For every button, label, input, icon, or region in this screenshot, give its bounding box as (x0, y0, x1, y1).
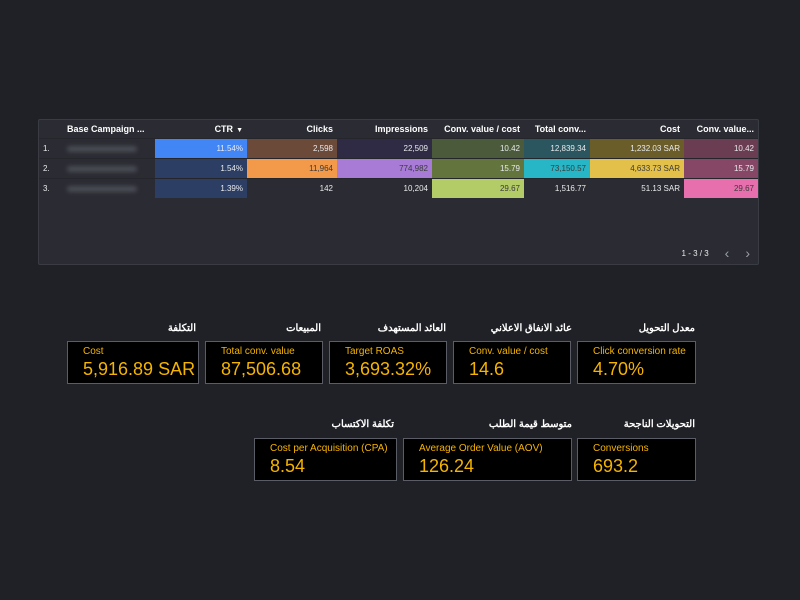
arabic-label-cpa: تكلفة الاكتساب (331, 419, 394, 430)
clicks-cell: 2,598 (247, 138, 337, 159)
arabic-label-target-roas: العائد المستهدف (377, 323, 446, 334)
campaign-name-cell-redacted (63, 178, 155, 198)
impressions-cell: 774,982 (337, 158, 432, 179)
conv-value-cost-cell: 10.42 (432, 138, 524, 159)
scorecard-title: Conv. value / cost (469, 346, 548, 357)
column-header-ctr[interactable]: CTR ▼ (155, 120, 247, 139)
clicks-cell: 142 (247, 178, 337, 198)
column-header-impressions[interactable]: Impressions (374, 124, 428, 134)
table-row[interactable]: 3. 1.39% 142 10,204 29.67 1,516.77 51.13 SAR 29… (39, 178, 758, 198)
arabic-label-aov: متوسط قيمة الطلب (488, 419, 572, 430)
column-header-ctr-label: CTR (214, 124, 234, 134)
sort-descending-icon: ▼ (236, 127, 243, 134)
row-number: 3. (39, 178, 63, 198)
previous-page-icon[interactable]: ‹ (724, 245, 730, 261)
scorecard-title: Cost per Acquisition (CPA) (270, 443, 388, 454)
scorecard-target-roas[interactable]: Target ROAS 3,693.32% (329, 341, 447, 384)
scorecard-aov[interactable]: Average Order Value (AOV) 126.24 (403, 438, 572, 481)
scorecard-value: 3,693.32% (345, 359, 432, 379)
cost-cell: 4,633.73 SAR (590, 158, 684, 179)
table-row[interactable]: 2. 1.54% 11,964 774,982 15.79 73,150.57 4,633.… (39, 158, 758, 179)
redacted-text (67, 185, 137, 192)
column-header-conv-value-cost[interactable]: Conv. value / cost (444, 124, 520, 134)
clicks-cell: 11,964 (247, 158, 337, 179)
scorecard-click-conversion-rate[interactable]: Click conversion rate 4.70% (577, 341, 696, 384)
arabic-label-conversions: التحويلات الناجحة (623, 419, 695, 430)
conv-value-cell: 15.79 (684, 158, 758, 179)
campaign-name-cell-redacted (63, 158, 155, 179)
scorecard-cost[interactable]: Cost 5,916.89 SAR (67, 341, 199, 384)
total-conv-cell: 1,516.77 (524, 178, 590, 198)
arabic-label-conv-value-cost: عائد الانفاق الاعلاني (490, 323, 572, 334)
scorecard-title: Total conv. value (221, 346, 295, 357)
impressions-cell: 10,204 (337, 178, 432, 198)
column-header-clicks[interactable]: Clicks (306, 124, 333, 134)
scorecard-value: 5,916.89 SAR (83, 359, 196, 379)
row-number: 2. (39, 158, 63, 179)
arabic-label-click-conversion-rate: معدل التحويل (638, 323, 695, 334)
arabic-label-total-conv-value: المبيعات (286, 323, 321, 334)
campaign-name-cell-redacted (63, 138, 155, 159)
scorecard-title: Average Order Value (AOV) (419, 443, 543, 454)
scorecard-conversions[interactable]: Conversions 693.2 (577, 438, 696, 481)
scorecard-title: Cost (83, 346, 104, 357)
row-number-header (39, 120, 63, 139)
scorecard-value: 126.24 (419, 456, 475, 476)
conv-value-cell: 10.42 (684, 138, 758, 159)
conv-value-cost-cell: 29.67 (432, 178, 524, 198)
table-header-row: Base Campaign ... CTR ▼ Clicks Impression… (39, 120, 758, 139)
campaign-table-panel: Base Campaign ... CTR ▼ Clicks Impression… (38, 119, 759, 265)
scorecard-value: 14.6 (469, 359, 505, 379)
table-row[interactable]: 1. 11.54% 2,598 22,509 10.42 12,839.34 1,232.0… (39, 138, 758, 159)
impressions-cell: 22,509 (337, 138, 432, 159)
total-conv-cell: 73,150.57 (524, 158, 590, 179)
arabic-label-cost: التكلفة (167, 323, 196, 334)
scorecard-value: 693.2 (593, 456, 639, 476)
scorecard-value: 87,506.68 (221, 359, 302, 379)
row-number: 1. (39, 138, 63, 159)
scorecard-conv-value-cost[interactable]: Conv. value / cost 14.6 (453, 341, 571, 384)
total-conv-cell: 12,839.34 (524, 138, 590, 159)
scorecard-title: Target ROAS (345, 346, 404, 357)
ctr-cell: 1.39% (155, 178, 247, 198)
pagination: 1 - 3 / 3 ‹ › (681, 245, 750, 261)
ctr-cell: 11.54% (155, 138, 247, 159)
redacted-text (67, 165, 137, 172)
conv-value-cost-cell: 15.79 (432, 158, 524, 179)
scorecard-title: Conversions (593, 443, 649, 454)
column-header-cost[interactable]: Cost (660, 124, 680, 134)
scorecard-value: 4.70% (593, 359, 645, 379)
redacted-text (67, 145, 137, 152)
scorecard-title: Click conversion rate (593, 346, 686, 357)
scorecard-value: 8.54 (270, 456, 306, 476)
scorecard-total-conv-value[interactable]: Total conv. value 87,506.68 (205, 341, 323, 384)
conv-value-cell: 29.67 (684, 178, 758, 198)
next-page-icon[interactable]: › (745, 245, 750, 261)
campaign-table: Base Campaign ... CTR ▼ Clicks Impression… (39, 120, 758, 198)
column-header-conv-value[interactable]: Conv. value... (696, 124, 754, 134)
scorecard-cpa[interactable]: Cost per Acquisition (CPA) 8.54 (254, 438, 397, 481)
column-header-total-conv[interactable]: Total conv... (534, 124, 586, 134)
column-header-campaign[interactable]: Base Campaign ... (67, 124, 145, 134)
pagination-label: 1 - 3 / 3 (681, 248, 709, 258)
ctr-cell: 1.54% (155, 158, 247, 179)
cost-cell: 1,232.03 SAR (590, 138, 684, 159)
cost-cell: 51.13 SAR (590, 178, 684, 198)
